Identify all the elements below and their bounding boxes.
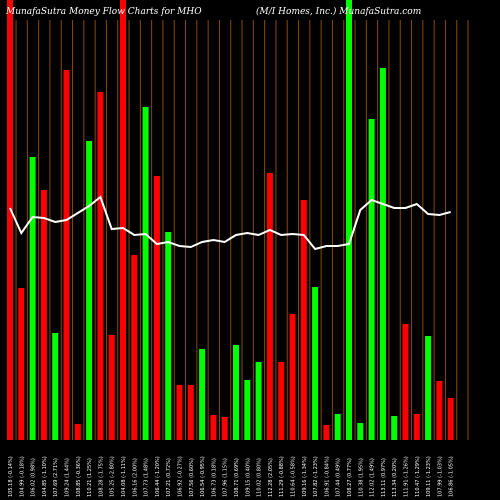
bar xyxy=(255,362,262,440)
x-tick-label: 106.86 (-1.05%) xyxy=(449,456,455,497)
x-tick-label: 113.11 (0.97%) xyxy=(381,458,387,497)
bar xyxy=(74,424,81,440)
bar xyxy=(86,141,93,440)
bar xyxy=(176,385,183,440)
x-tick-labels: 105.18 (-0.14%) 104.99 (-0.18%) 106.02 (0.… xyxy=(8,456,455,497)
bar xyxy=(266,173,273,440)
bar xyxy=(40,190,47,440)
x-tick-label: 107.96 (1.15%) xyxy=(223,458,229,497)
x-tick-label: 107.21 (0.72%) xyxy=(166,458,172,497)
bar xyxy=(142,107,149,440)
bar xyxy=(120,0,126,440)
bar xyxy=(357,423,364,440)
x-tick-label: 104.99 (-0.18%) xyxy=(19,456,25,497)
bar xyxy=(233,345,239,440)
x-tick-label: 106.44 (-1.20%) xyxy=(155,456,161,497)
x-tick-label: 106.54 (-0.95%) xyxy=(200,456,206,497)
x-tick-label: 110.21 (1.25%) xyxy=(87,458,93,497)
grid-lines xyxy=(15,20,469,440)
bar xyxy=(323,425,330,440)
money-flow-line xyxy=(9,195,451,251)
x-tick-label: 107.82 (-1.23%) xyxy=(313,456,319,497)
chart-title-left: MunafaSutra Money Flow Charts for MHO xyxy=(5,7,202,17)
bar xyxy=(221,417,228,440)
bar xyxy=(210,415,217,440)
bar xyxy=(165,232,172,440)
x-tick-label: 109.11 (-1.23%) xyxy=(426,456,432,497)
x-tick-label: 113.34 (0.20%) xyxy=(392,458,398,497)
x-tick-label: 108.71 (0.69%) xyxy=(234,458,240,497)
x-tick-label: 105.25 (-2.80%) xyxy=(110,456,116,497)
x-tick-label: 106.02 (0.98%) xyxy=(31,458,37,497)
bar xyxy=(368,119,375,440)
bar xyxy=(131,255,138,440)
x-tick-label: 110.64 (-0.58%) xyxy=(291,456,297,497)
bar xyxy=(425,336,432,440)
x-tick-label: 109.15 (0.40%) xyxy=(245,458,251,497)
bar xyxy=(436,381,443,440)
x-tick-label: 110.02 (0.80%) xyxy=(257,458,263,497)
bar xyxy=(7,0,13,440)
x-tick-label: 111.91 (-1.26%) xyxy=(404,456,410,497)
x-tick-label: 110.38 (1.95%) xyxy=(358,458,364,497)
bar xyxy=(334,414,341,440)
bar xyxy=(447,398,454,440)
bar xyxy=(63,70,70,440)
x-tick-label: 104.08 (-1.11%) xyxy=(121,456,127,497)
bar xyxy=(187,385,194,440)
x-tick-label: 107.56 (0.60%) xyxy=(189,458,195,497)
bar xyxy=(199,349,206,440)
x-tick-label: 108.28 (-1.75%) xyxy=(98,456,104,497)
bar xyxy=(52,333,59,440)
bar xyxy=(391,416,398,440)
bar xyxy=(346,0,352,440)
bar xyxy=(402,324,409,440)
bar xyxy=(312,287,319,440)
x-tick-label: 107.73 (1.48%) xyxy=(144,458,150,497)
x-tick-label: 108.27 (0.77%) xyxy=(347,458,353,497)
bar xyxy=(289,314,296,440)
x-tick-label: 112.28 (2.05%) xyxy=(268,458,274,497)
bar xyxy=(18,288,25,440)
x-tick-label: 111.29 (-0.88%) xyxy=(279,456,285,497)
x-tick-label: 109.24 (1.44%) xyxy=(65,458,71,497)
x-tick-label: 112.02 (1.49%) xyxy=(370,458,376,497)
bar xyxy=(108,335,115,440)
bar xyxy=(153,176,160,440)
x-tick-label: 105.18 (-0.14%) xyxy=(8,456,14,497)
x-tick-label: 109.16 (-1.34%) xyxy=(302,456,308,497)
x-tick-label: 106.91 (-0.84%) xyxy=(324,456,330,497)
x-tick-label: 110.47 (-1.29%) xyxy=(415,456,421,497)
bars xyxy=(7,0,454,440)
bar xyxy=(278,362,285,440)
bar xyxy=(300,200,307,440)
bar xyxy=(97,92,104,440)
x-tick-label: 107.44 (0.49%) xyxy=(336,458,342,497)
bar xyxy=(379,68,386,440)
x-tick-label: 106.92 (-0.27%) xyxy=(178,456,184,497)
x-tick-label: 106.16 (2.00%) xyxy=(132,458,138,497)
bar xyxy=(244,380,251,440)
bar xyxy=(413,414,420,440)
x-tick-label: 106.73 (0.18%) xyxy=(211,458,217,497)
x-tick-label: 107.69 (2.71%) xyxy=(53,458,59,497)
x-tick-label: 107.99 (-1.03%) xyxy=(437,456,443,497)
bar xyxy=(29,157,36,440)
chart-title-right: (M/I Homes, Inc.) MunafaSutra.com xyxy=(256,6,421,17)
x-tick-label: 104.85 (-1.10%) xyxy=(42,456,48,497)
x-tick-label: 108.85 (-0.36%) xyxy=(76,456,82,497)
